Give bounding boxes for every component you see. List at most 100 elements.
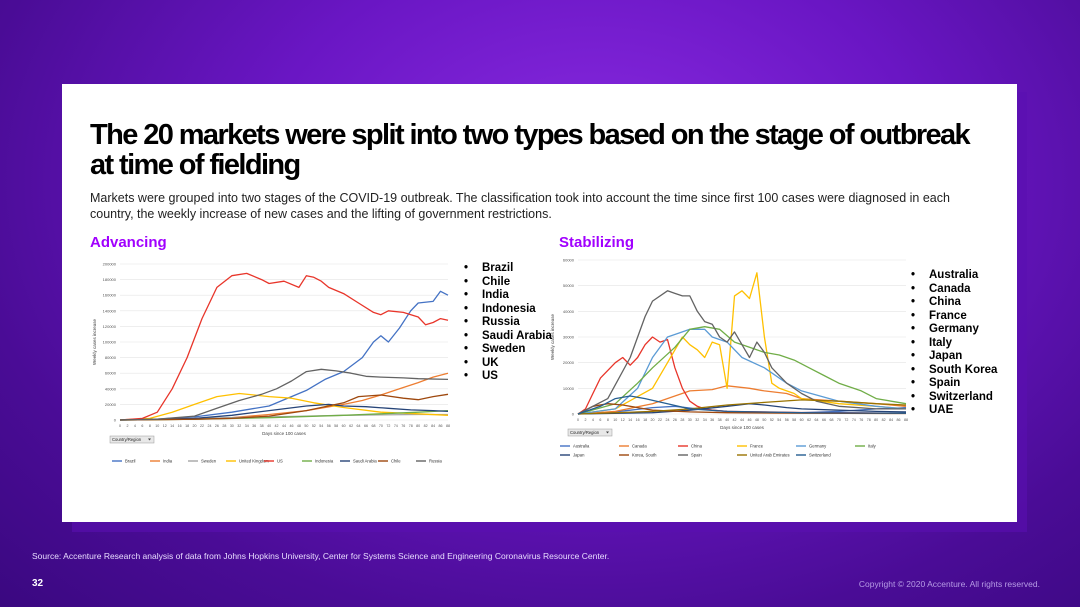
advancing-country-item: US — [464, 370, 552, 384]
x-tick-label: 2 — [584, 418, 586, 422]
x-tick-label: 52 — [312, 424, 316, 428]
x-tick-label: 44 — [282, 424, 286, 428]
advancing-country-item: Chile — [464, 276, 552, 290]
stabilizing-country-item: UAE — [911, 404, 997, 418]
x-tick-label: 88 — [446, 424, 450, 428]
x-tick-label: 54 — [777, 418, 781, 422]
stabilizing-country-item: Australia — [911, 269, 997, 283]
legend-entry: China — [691, 444, 703, 449]
legend-entry: Korea, South — [632, 453, 657, 458]
stabilizing-country-item: Canada — [911, 283, 997, 297]
x-tick-label: 68 — [829, 418, 833, 422]
x-tick-label: 0 — [119, 424, 121, 428]
x-tick-label: 10 — [155, 424, 159, 428]
x-tick-label: 22 — [200, 424, 204, 428]
x-tick-label: 78 — [867, 418, 871, 422]
y-tick-label: 30000 — [563, 335, 575, 340]
x-tick-label: 42 — [275, 424, 279, 428]
x-tick-label: 0 — [577, 418, 579, 422]
stabilizing-country-item: Japan — [911, 350, 997, 364]
x-tick-label: 4 — [592, 418, 594, 422]
legend-entry: Spain — [691, 453, 702, 458]
advancing-country-item: Russia — [464, 316, 552, 330]
series-line-us — [119, 272, 449, 421]
series-line-saudi-arabia — [119, 403, 449, 421]
y-tick-label: 100000 — [103, 340, 117, 345]
dropdown-label: Country/Region — [112, 437, 142, 442]
x-tick-label: 32 — [237, 424, 241, 428]
stabilizing-country-item: South Korea — [911, 364, 997, 378]
x-tick-label: 54 — [319, 424, 323, 428]
slide-subtitle: Markets were grouped into two stages of … — [90, 191, 950, 221]
stabilizing-country-list: AustraliaCanadaChinaFranceGermanyItalyJa… — [911, 269, 997, 418]
x-tick-label: 48 — [297, 424, 301, 428]
advancing-country-item: India — [464, 289, 552, 303]
x-tick-label: 84 — [889, 418, 893, 422]
x-tick-label: 74 — [394, 424, 398, 428]
x-tick-label: 44 — [740, 418, 744, 422]
advancing-country-item: Brazil — [464, 262, 552, 276]
advancing-country-list: BrazilChileIndiaIndonesiaRussiaSaudi Ara… — [464, 262, 552, 384]
stabilizing-country-item: Spain — [911, 377, 997, 391]
legend-entry: Japan — [573, 453, 585, 458]
legend-entry: France — [750, 444, 764, 449]
series-line-italy — [577, 326, 907, 415]
stabilizing-label: Stabilizing — [559, 234, 634, 251]
x-tick-label: 50 — [304, 424, 308, 428]
x-tick-label: 26 — [673, 418, 677, 422]
series-line-korea-south — [577, 403, 907, 415]
legend-entry: Sweden — [201, 459, 217, 464]
page-number: 32 — [32, 578, 44, 589]
country-region-dropdown[interactable]: Country/Region — [567, 428, 613, 437]
x-tick-label: 76 — [401, 424, 405, 428]
x-tick-label: 48 — [755, 418, 759, 422]
x-tick-label: 62 — [349, 424, 353, 428]
y-tick-label: 180000 — [103, 277, 117, 282]
x-tick-label: 16 — [178, 424, 182, 428]
x-tick-label: 52 — [770, 418, 774, 422]
advancing-country-item: Indonesia — [464, 303, 552, 317]
y-tick-label: 120000 — [103, 324, 117, 329]
advancing-country-item: Saudi Arabia — [464, 330, 552, 344]
dropdown-label: Country/Region — [570, 430, 600, 435]
copyright-note: Copyright © 2020 Accenture. All rights r… — [858, 579, 1040, 589]
x-tick-label: 22 — [658, 418, 662, 422]
x-tick-label: 24 — [207, 424, 211, 428]
x-tick-label: 34 — [245, 424, 249, 428]
y-tick-label: 160000 — [103, 293, 117, 298]
x-tick-label: 30 — [230, 424, 234, 428]
series-line-switzerland — [577, 395, 907, 415]
y-tick-label: 20000 — [563, 360, 575, 365]
series-line-russia — [119, 368, 449, 421]
legend-entry: United Arab Emirates — [750, 453, 790, 458]
x-tick-label: 84 — [431, 424, 435, 428]
x-tick-label: 18 — [185, 424, 189, 428]
stabilizing-country-item: Italy — [911, 337, 997, 351]
dropdown-box — [109, 435, 155, 444]
country-region-dropdown[interactable]: Country/Region — [109, 435, 155, 444]
x-tick-label: 12 — [621, 418, 625, 422]
advancing-country-item: UK — [464, 357, 552, 371]
x-tick-label: 58 — [334, 424, 338, 428]
y-axis-label: Weekly cases increase — [550, 314, 555, 360]
series-line-united-kingdom — [119, 392, 449, 421]
y-tick-label: 40000 — [563, 309, 575, 314]
x-tick-label: 24 — [665, 418, 669, 422]
x-tick-label: 82 — [424, 424, 428, 428]
x-tick-label: 68 — [371, 424, 375, 428]
chevron-down-icon — [148, 438, 151, 441]
x-tick-label: 28 — [680, 418, 684, 422]
x-tick-label: 26 — [215, 424, 219, 428]
x-tick-label: 36 — [710, 418, 714, 422]
legend-entry: Switzerland — [809, 453, 831, 458]
y-tick-label: 80000 — [105, 355, 117, 360]
x-tick-label: 20 — [193, 424, 197, 428]
legend-entry: Russia — [429, 459, 442, 464]
y-axis-label: Weekly cases increase — [92, 319, 97, 365]
y-tick-label: 60000 — [105, 371, 117, 376]
x-tick-label: 70 — [379, 424, 383, 428]
x-tick-label: 40 — [725, 418, 729, 422]
legend-entry: Australia — [573, 444, 590, 449]
x-tick-label: 60 — [800, 418, 804, 422]
